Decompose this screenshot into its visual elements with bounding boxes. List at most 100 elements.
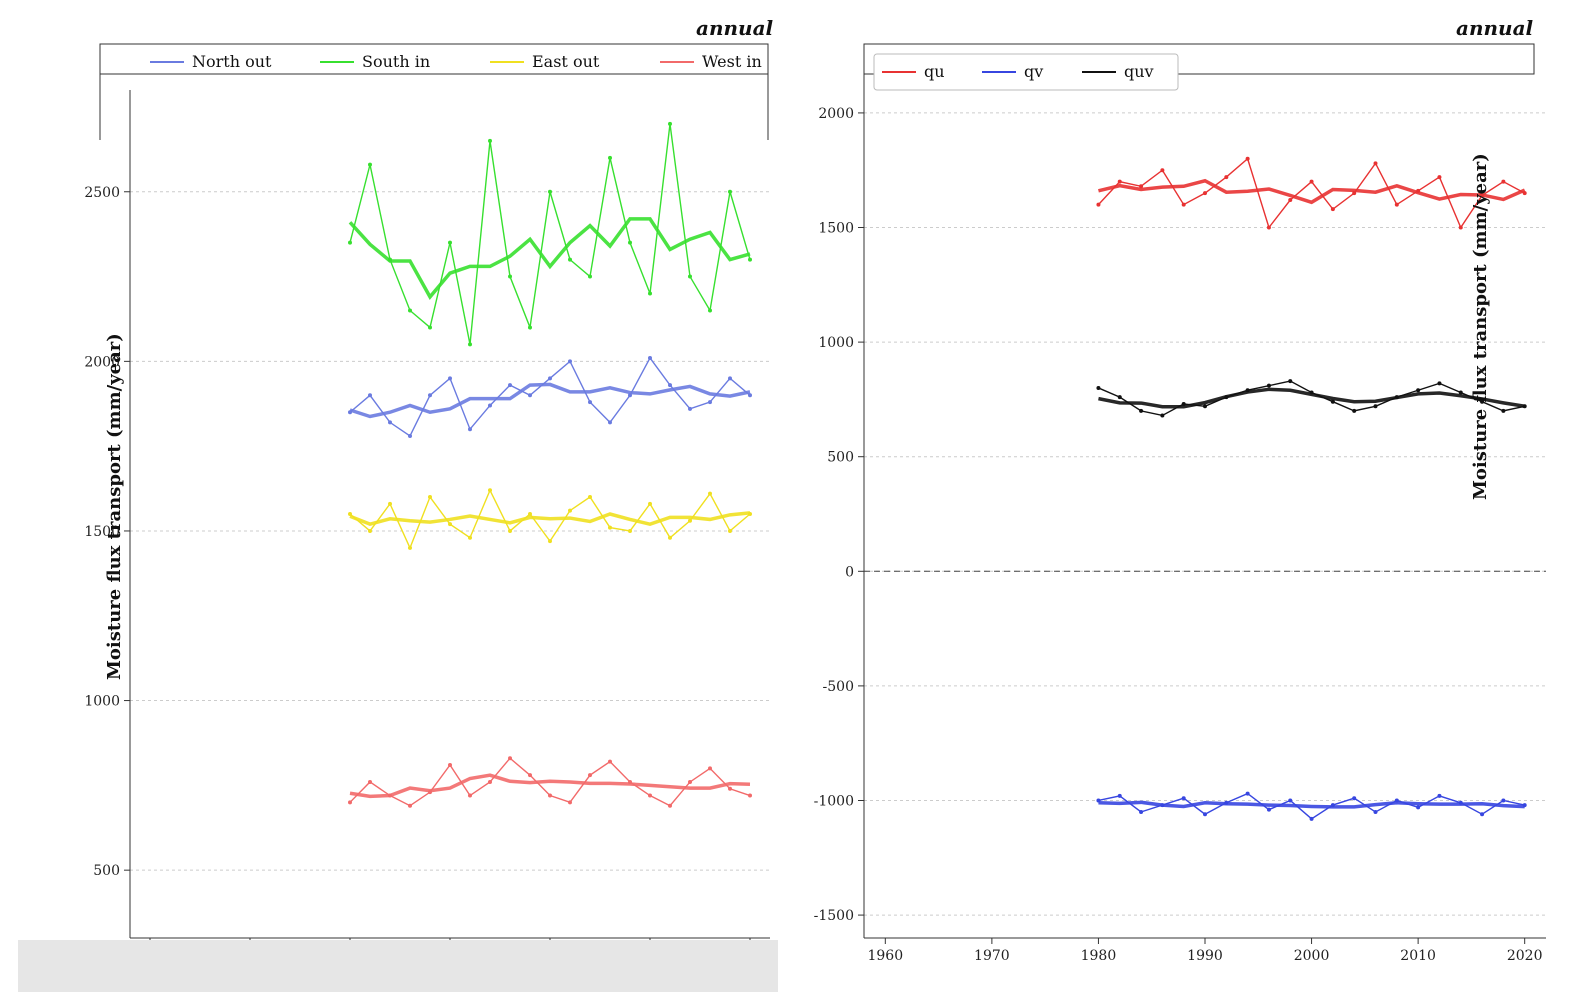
data-point <box>408 803 412 808</box>
data-point <box>568 359 572 364</box>
data-point <box>1437 381 1442 386</box>
data-point <box>348 800 352 805</box>
legend-label: qu <box>924 62 945 81</box>
data-point <box>688 779 692 784</box>
data-point <box>748 512 752 516</box>
y-tick-label: 2000 <box>818 106 854 122</box>
data-point <box>628 528 632 533</box>
y-tick-label: 1500 <box>84 524 120 540</box>
data-point <box>1458 390 1463 395</box>
data-point <box>528 773 532 778</box>
data-point <box>508 274 512 279</box>
x-tick-label: 2000 <box>1294 948 1330 964</box>
panel1-title: annual <box>696 16 774 40</box>
data-point <box>1139 184 1144 189</box>
data-point <box>608 155 612 160</box>
data-point <box>1416 188 1421 193</box>
y-tick-label: -1000 <box>814 793 854 809</box>
data-point <box>1480 399 1485 404</box>
data-point <box>488 138 492 143</box>
data-point <box>388 793 392 798</box>
data-point <box>588 773 592 778</box>
data-point <box>388 501 392 506</box>
data-point <box>548 793 552 798</box>
y-tick-label: 0 <box>845 564 854 580</box>
data-point <box>568 508 572 513</box>
data-point <box>1117 395 1122 400</box>
x-tick-label: 1980 <box>1081 948 1117 964</box>
data-point <box>1224 175 1229 180</box>
data-point <box>1181 202 1186 207</box>
panel2-legend-frame <box>863 43 1535 75</box>
data-point <box>1352 191 1357 196</box>
data-point <box>1181 401 1186 406</box>
panel2-title: annual <box>1456 16 1534 40</box>
data-point <box>448 522 452 527</box>
panel2-ylabel: Moisture flux transport (mm/year) <box>1470 153 1491 500</box>
data-point <box>1203 404 1207 409</box>
data-point <box>388 420 392 425</box>
data-point <box>1288 798 1293 803</box>
data-point <box>1224 800 1229 805</box>
data-point <box>668 535 672 540</box>
y-tick-label: 1000 <box>84 694 120 710</box>
data-point <box>608 525 612 530</box>
data-point <box>1330 207 1335 212</box>
data-point <box>588 495 592 500</box>
data-point <box>1394 395 1399 400</box>
data-point <box>1522 191 1527 196</box>
series-line-north-out <box>349 356 751 438</box>
data-point <box>648 793 652 798</box>
data-point <box>708 491 712 496</box>
data-point <box>648 355 652 360</box>
data-point <box>648 501 652 506</box>
data-point <box>408 545 412 550</box>
data-point <box>548 539 552 544</box>
data-point <box>528 512 532 516</box>
data-point <box>1416 388 1421 393</box>
data-point <box>508 756 512 761</box>
data-point <box>448 376 452 381</box>
data-point <box>368 528 372 533</box>
y-tick-label: 500 <box>827 450 854 466</box>
data-point <box>1309 390 1314 395</box>
smoothed-line-south-in <box>348 217 751 300</box>
data-point <box>1501 179 1506 184</box>
smoothed-line-qu <box>1098 178 1526 205</box>
data-point <box>688 518 692 523</box>
data-point <box>508 528 512 533</box>
data-point <box>1266 383 1271 388</box>
data-point <box>1096 798 1101 803</box>
data-point <box>728 189 732 194</box>
data-point <box>468 342 472 347</box>
legend-label: South in <box>362 52 430 71</box>
data-point <box>1117 179 1122 184</box>
data-point <box>428 790 432 795</box>
y-tick-label: 2000 <box>84 354 120 370</box>
y-tick-label: 1000 <box>818 335 854 351</box>
legend-label: East out <box>532 52 600 71</box>
data-point <box>428 325 432 330</box>
data-point <box>1437 175 1442 180</box>
data-point <box>708 400 712 405</box>
smoothed-line-qv <box>1098 800 1525 809</box>
data-point <box>1288 379 1293 384</box>
data-point <box>428 393 432 398</box>
panel2-chart: qu qv quv -1500 -1000 -500 0 500 1000 1500 2000 19… <box>814 43 1546 964</box>
panel1-chart: North out South in East out West in 500 1000… <box>84 43 770 964</box>
data-point <box>728 528 732 533</box>
data-point <box>348 240 352 245</box>
data-point <box>1394 202 1399 207</box>
x-tick-label: 2010 <box>1400 948 1436 964</box>
data-point <box>1203 191 1207 196</box>
data-point <box>628 240 632 245</box>
data-point <box>1458 225 1463 230</box>
data-point <box>1309 816 1314 821</box>
data-point <box>1373 809 1378 814</box>
data-point <box>428 495 432 500</box>
data-point <box>728 376 732 381</box>
data-point <box>1245 156 1250 161</box>
data-point <box>1480 193 1485 198</box>
data-point <box>748 393 752 398</box>
data-point <box>688 406 692 411</box>
